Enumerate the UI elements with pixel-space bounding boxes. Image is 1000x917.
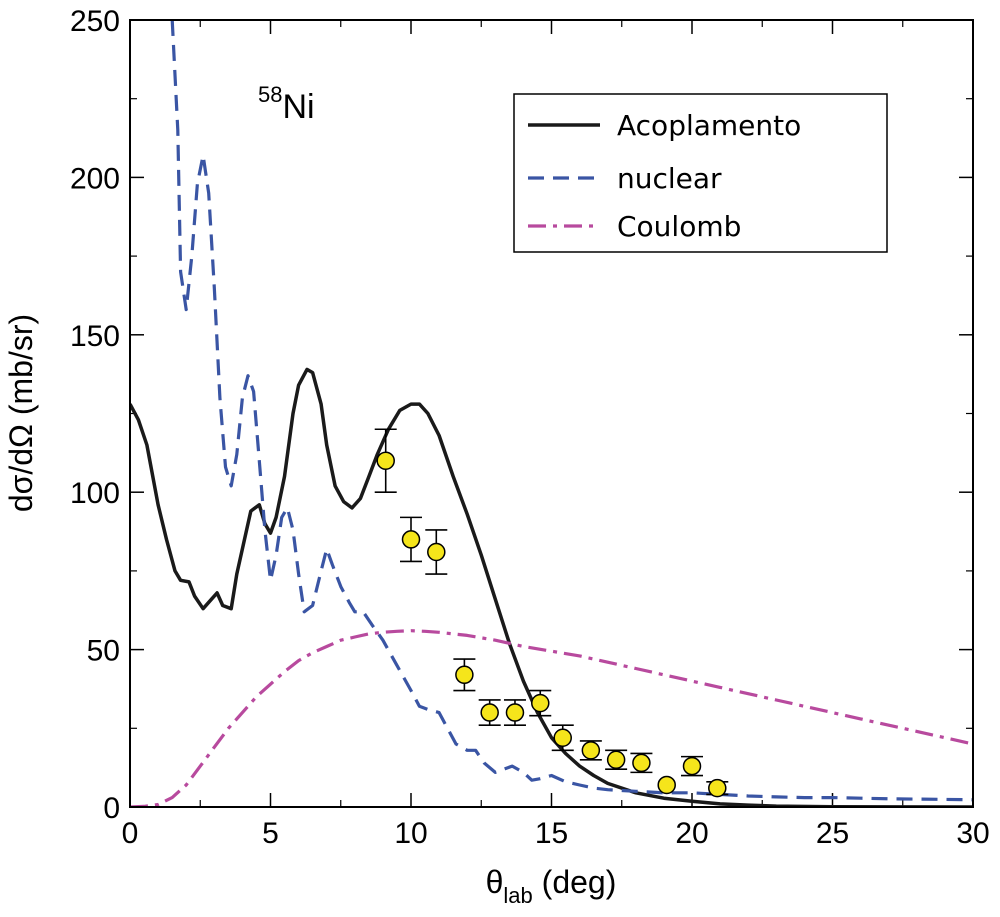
data-point	[478, 699, 501, 726]
data-point-marker	[455, 665, 474, 685]
legend-items: Acoplamento nuclear Coulomb	[528, 109, 801, 243]
data-points-layer	[374, 428, 729, 798]
data-point	[453, 658, 476, 692]
nucleus-annotation: 58Ni	[258, 82, 315, 126]
x-axis-title-main: θ	[486, 864, 504, 900]
x-tick-label: 10	[394, 817, 427, 850]
legend-label-coulomb: Coulomb	[617, 210, 741, 243]
data-point-marker	[531, 693, 550, 713]
x-tick-label: 20	[675, 817, 708, 850]
data-point	[425, 529, 448, 575]
data-point-marker	[427, 542, 446, 562]
data-point	[529, 689, 552, 717]
x-tick-label: 5	[262, 817, 279, 850]
data-point-marker	[606, 750, 626, 770]
y-tick-label: 250	[70, 5, 120, 38]
legend-label-nuclear: nuclear	[617, 162, 722, 195]
data-point	[503, 699, 526, 726]
data-point	[681, 755, 703, 777]
data-point	[374, 428, 397, 494]
x-tick-label: 15	[535, 817, 568, 850]
annotation-superscript: 58	[258, 82, 282, 107]
annotation-main: Ni	[282, 88, 314, 126]
data-point	[400, 516, 422, 563]
y-tick-label: 100	[70, 477, 120, 510]
data-point	[579, 740, 602, 761]
x-tick-label: 25	[816, 817, 849, 850]
data-point-marker	[553, 728, 572, 747]
data-point	[657, 775, 676, 795]
x-tick-label: 0	[122, 817, 139, 850]
legend: Acoplamento nuclear Coulomb	[513, 93, 888, 253]
y-axis-title: dσ/dΩ (mb/sr)	[3, 314, 39, 512]
x-axis-title-sub: lab	[503, 883, 532, 908]
data-point-marker	[708, 778, 727, 798]
data-point-marker	[505, 703, 525, 722]
tick-labels: 0 5 10 15 20 25 30 0 50 100 150 200 250	[70, 5, 990, 850]
series-line-coulomb	[130, 629, 973, 807]
data-point-marker	[401, 530, 421, 549]
data-point	[551, 724, 574, 752]
data-point-marker	[480, 703, 499, 722]
data-point	[605, 749, 628, 771]
data-point	[630, 752, 653, 774]
data-point-marker	[581, 741, 601, 760]
series-line-acoplamento	[130, 367, 973, 807]
series-line-nuclear	[170, 20, 973, 802]
y-tick-label: 0	[103, 792, 120, 825]
data-point-marker	[632, 753, 651, 773]
plot-frame	[129, 19, 974, 808]
y-tick-label: 150	[70, 320, 120, 353]
data-point-marker	[682, 756, 702, 776]
data-point	[706, 778, 729, 798]
series-layer	[130, 20, 973, 807]
x-axis-title-suffix: (deg)	[533, 864, 617, 900]
y-tick-label: 200	[70, 162, 120, 195]
x-axis-title: θlab (deg)	[486, 864, 617, 908]
y-tick-label: 50	[87, 635, 120, 668]
legend-label-acoplamento: Acoplamento	[617, 109, 801, 142]
data-point-marker	[376, 451, 395, 470]
data-point-marker	[657, 775, 676, 795]
x-tick-label: 30	[956, 817, 989, 850]
